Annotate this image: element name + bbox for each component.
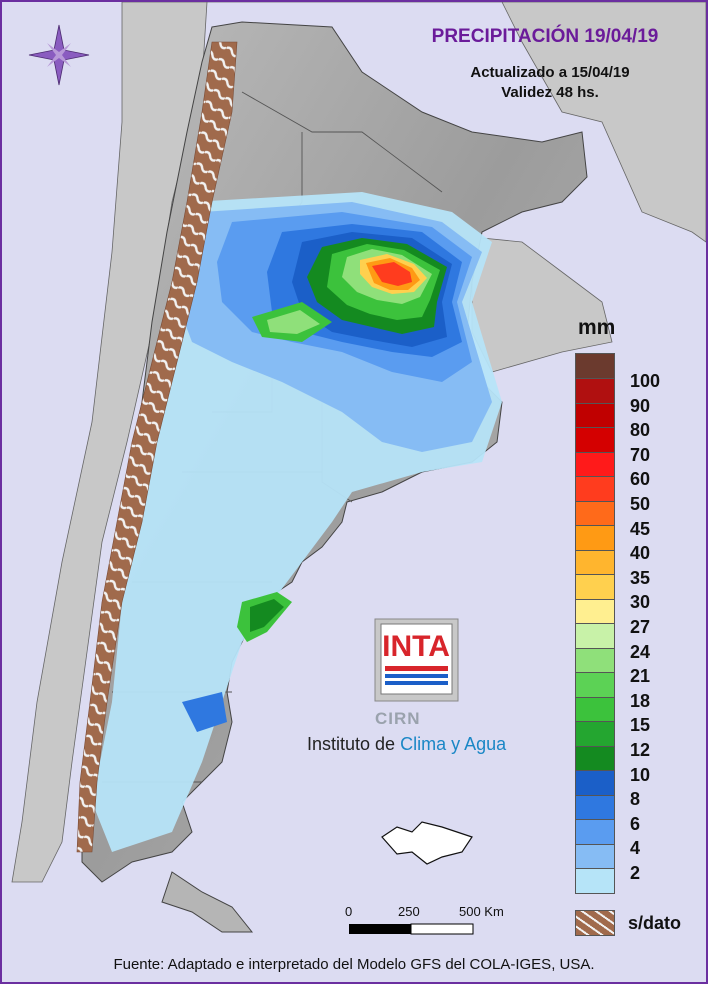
legend-swatch-6 xyxy=(575,820,615,845)
neighbor-land xyxy=(122,2,706,243)
legend-swatch-60 xyxy=(575,477,615,502)
updated-date: Actualizado a 15/04/19 xyxy=(470,64,630,81)
legend-swatch-21 xyxy=(575,673,615,698)
legend-label-21: 21 xyxy=(630,666,651,687)
inta-logo-text: INTA xyxy=(382,630,450,663)
legend-swatch-top xyxy=(575,353,615,379)
legend-swatch-70 xyxy=(575,452,615,477)
legend-label-6: 6 xyxy=(630,813,641,834)
legend-label-60: 60 xyxy=(630,469,651,490)
legend-label-27: 27 xyxy=(630,617,651,637)
legend-swatch-90 xyxy=(575,403,615,428)
legend-label-8: 8 xyxy=(630,789,641,810)
legend-swatch-45 xyxy=(575,526,615,551)
chile-land xyxy=(11,2,208,883)
legend-label-70: 70 xyxy=(630,444,651,465)
legend-label-35: 35 xyxy=(630,567,651,588)
legend-label-12: 12 xyxy=(630,740,651,760)
legend-unit: mm xyxy=(578,316,616,339)
legend-swatch-35 xyxy=(575,575,615,600)
legend-label-30: 30 xyxy=(630,592,651,613)
legend-swatch-10 xyxy=(575,771,615,796)
nodata-label: s/dato xyxy=(628,913,682,933)
legend-label-15: 15 xyxy=(630,715,651,736)
legend-swatch-50 xyxy=(575,501,615,526)
legend-label-50: 50 xyxy=(630,494,651,514)
no-data-strip xyxy=(76,41,238,853)
malvinas-islands xyxy=(381,821,473,865)
scale-label-250: 250 xyxy=(398,904,420,919)
map-title: PRECIPITACIÓN 19/04/19 xyxy=(431,26,659,47)
legend-swatch-30 xyxy=(575,599,615,624)
tierra-del-fuego xyxy=(161,871,254,933)
legend-label-100: 100 xyxy=(630,371,661,391)
uruguay-land xyxy=(471,236,613,373)
institute-name-prefix: Instituto de xyxy=(307,734,396,754)
legend-label-90: 90 xyxy=(630,395,651,416)
legend-colorbar xyxy=(575,353,615,894)
legend-swatch-2 xyxy=(575,869,615,894)
institute-name: Instituto de Clima y Agua xyxy=(307,734,506,755)
legend-swatch-18 xyxy=(575,697,615,722)
cirn-label: CIRN xyxy=(375,709,421,728)
inta-logo: INTA xyxy=(374,618,459,702)
compass-rose-icon xyxy=(28,24,90,86)
legend-swatch-100 xyxy=(575,379,615,404)
source-note: Fuente: Adaptado e interpretado del Mode… xyxy=(113,956,595,973)
legend-label-45: 45 xyxy=(630,518,651,539)
legend-label-24: 24 xyxy=(630,641,651,662)
scale-label-500: 500 Km xyxy=(459,904,504,919)
legend-swatch-4 xyxy=(575,844,615,869)
legend-swatch-24 xyxy=(575,648,615,673)
scale-label-0: 0 xyxy=(345,904,353,919)
legend-swatch-80 xyxy=(575,428,615,453)
legend-label-10: 10 xyxy=(630,764,651,785)
legend-label-2: 2 xyxy=(630,863,641,883)
legend-swatch-12 xyxy=(575,746,615,771)
legend-label-4: 4 xyxy=(630,838,641,859)
scale-bar xyxy=(349,923,474,935)
validity-text: Validez 48 hs. xyxy=(501,84,599,101)
nodata-swatch xyxy=(575,910,615,936)
legend-swatch-8 xyxy=(575,795,615,820)
precipitation-field xyxy=(92,192,502,852)
legend-swatch-15 xyxy=(575,722,615,747)
institute-name-suffix: Clima y Agua xyxy=(400,734,507,754)
legend-swatch-27 xyxy=(575,624,615,649)
legend-swatch-40 xyxy=(575,550,615,575)
legend-label-80: 80 xyxy=(630,420,651,441)
legend-label-18: 18 xyxy=(630,690,651,711)
legend-label-40: 40 xyxy=(630,543,651,564)
